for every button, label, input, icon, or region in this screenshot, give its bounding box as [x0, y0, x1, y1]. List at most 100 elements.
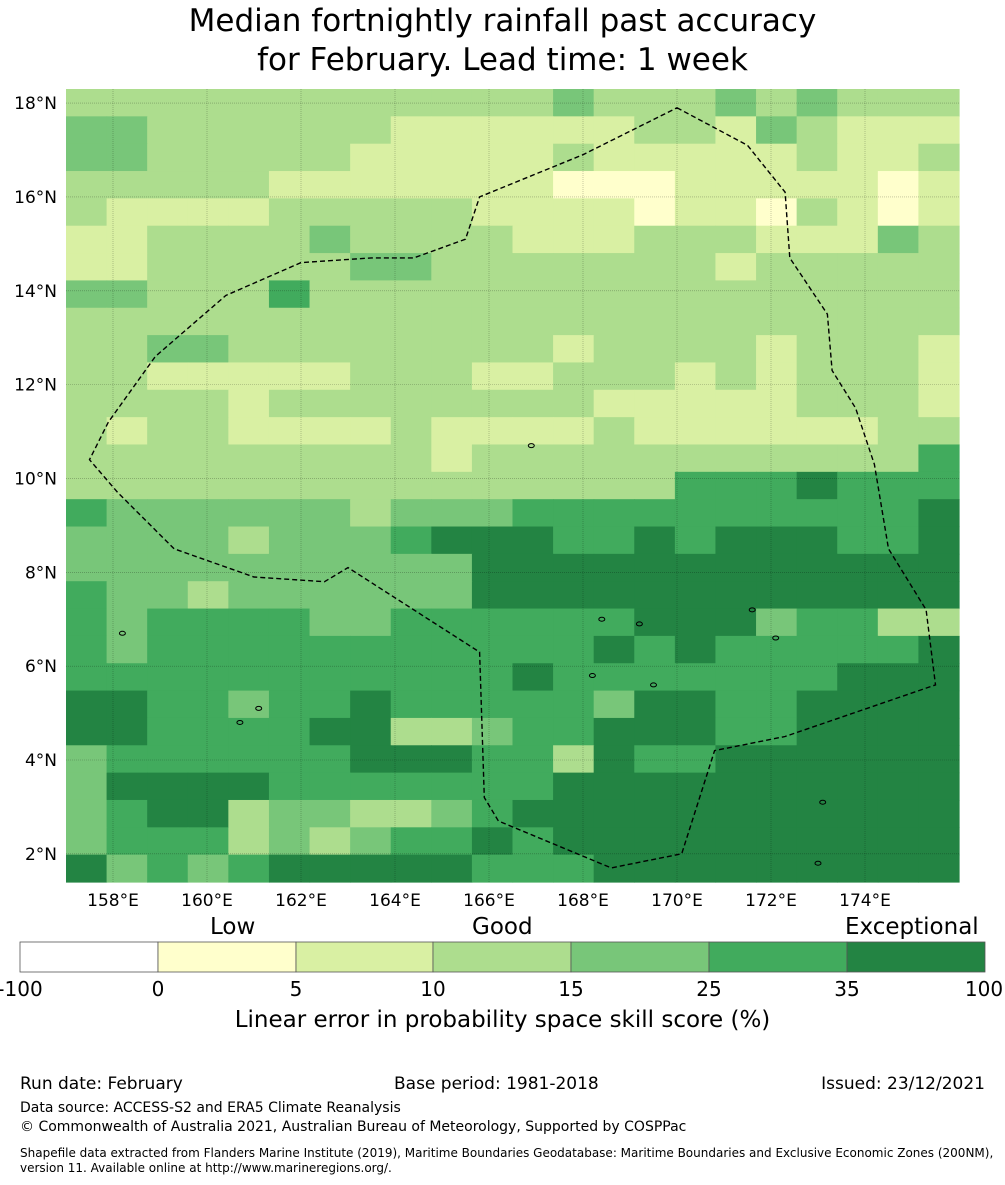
grid-cell	[756, 690, 798, 719]
island-outline	[236, 719, 244, 725]
grid-cell	[796, 253, 838, 282]
grid-cell	[268, 526, 311, 555]
grid-cell	[918, 854, 960, 883]
grid-cell	[715, 772, 757, 801]
grid-cell	[106, 471, 148, 500]
grid-cell	[674, 772, 717, 801]
grid-cell	[431, 499, 473, 528]
grid-cell	[309, 717, 351, 746]
grid-cell	[431, 471, 473, 500]
grid-cell	[837, 608, 879, 637]
grid-cell	[796, 499, 838, 528]
grid-cell	[66, 171, 108, 199]
grid-cell	[715, 581, 757, 610]
grid-cell	[553, 116, 595, 145]
grid-cell	[106, 827, 148, 856]
grid-cell	[390, 553, 432, 582]
grid-cell	[471, 225, 514, 254]
grid-cell	[796, 854, 838, 883]
grid-cell	[715, 307, 757, 336]
grid-cell	[268, 717, 311, 746]
grid-cell	[553, 89, 595, 117]
grid-cell	[837, 307, 879, 336]
issued-date: Issued: 23/12/2021	[821, 1074, 985, 1094]
grid-cell	[147, 417, 189, 446]
grid-cell	[512, 717, 554, 746]
grid-cell	[309, 854, 351, 883]
grid-cell	[147, 854, 189, 883]
grid-cell	[390, 471, 432, 500]
grid-cell	[674, 143, 717, 172]
grid-cell	[593, 225, 635, 254]
grid-cell	[228, 280, 270, 309]
grid-cell	[431, 89, 473, 117]
grid-cell	[593, 362, 635, 391]
grid-cell	[593, 526, 635, 555]
grid-cell	[634, 717, 676, 746]
grid-cell	[553, 745, 595, 774]
grid-cell	[471, 717, 514, 746]
grid-cell	[309, 280, 351, 309]
island-outline	[819, 799, 827, 805]
grid-cell	[553, 417, 595, 446]
grid-cell	[390, 171, 432, 199]
grid-cell	[512, 198, 554, 227]
grid-cell	[593, 280, 635, 309]
grid-cell	[228, 635, 270, 664]
grid-cell	[431, 827, 473, 856]
colorbar-swatch	[846, 941, 986, 973]
grid-cell	[106, 143, 148, 172]
grid-cell	[715, 417, 757, 446]
grid-cell	[471, 444, 514, 473]
grid-cell	[553, 143, 595, 172]
grid-cell	[877, 608, 920, 637]
grid-cell	[66, 499, 108, 528]
grid-cell	[837, 581, 879, 610]
grid-cell	[471, 854, 514, 883]
grid-cell	[471, 663, 514, 692]
grid-cell	[877, 389, 920, 418]
grid-cell	[634, 389, 676, 418]
grid-cell	[837, 854, 879, 883]
grid-cell	[390, 690, 432, 719]
grid-cell	[147, 253, 189, 282]
grid-cell	[390, 280, 432, 309]
grid-cell	[674, 745, 717, 774]
colorbar-tick: 0	[151, 977, 165, 1001]
grid-cell	[593, 499, 635, 528]
island-outline	[527, 443, 535, 449]
grid-cell	[877, 499, 920, 528]
grid-cell	[268, 198, 311, 227]
grid-cell	[756, 116, 798, 145]
grid-cell	[106, 499, 148, 528]
grid-cell	[309, 307, 351, 336]
latitude-tick-label: 6°N	[25, 657, 57, 677]
grid-cell	[147, 143, 189, 172]
grid-cell	[431, 143, 473, 172]
grid-cell	[715, 471, 757, 500]
grid-cell	[756, 526, 798, 555]
grid-cell	[634, 417, 676, 446]
latitude-tick-label: 2°N	[25, 845, 57, 865]
grid-cell	[187, 89, 229, 117]
grid-cell	[918, 225, 960, 254]
grid-cell	[350, 143, 392, 172]
grid-cell	[796, 799, 838, 828]
grid-cell	[187, 171, 229, 199]
grid-cell	[512, 143, 554, 172]
grid-cell	[877, 198, 920, 227]
grid-cell	[553, 389, 595, 418]
grid-cell	[187, 253, 229, 282]
grid-cell	[553, 854, 595, 883]
grid-cell	[918, 335, 960, 364]
grid-cell	[674, 499, 717, 528]
grid-cell	[918, 827, 960, 856]
grid-cell	[756, 471, 798, 500]
grid-cell	[309, 690, 351, 719]
chart-title-line-1: Median fortnightly rainfall past accurac…	[188, 3, 817, 39]
grid-cell	[350, 89, 392, 117]
map-grid-cells	[66, 89, 960, 883]
grid-cell	[431, 225, 473, 254]
grid-cell	[837, 471, 879, 500]
grid-cell	[390, 362, 432, 391]
